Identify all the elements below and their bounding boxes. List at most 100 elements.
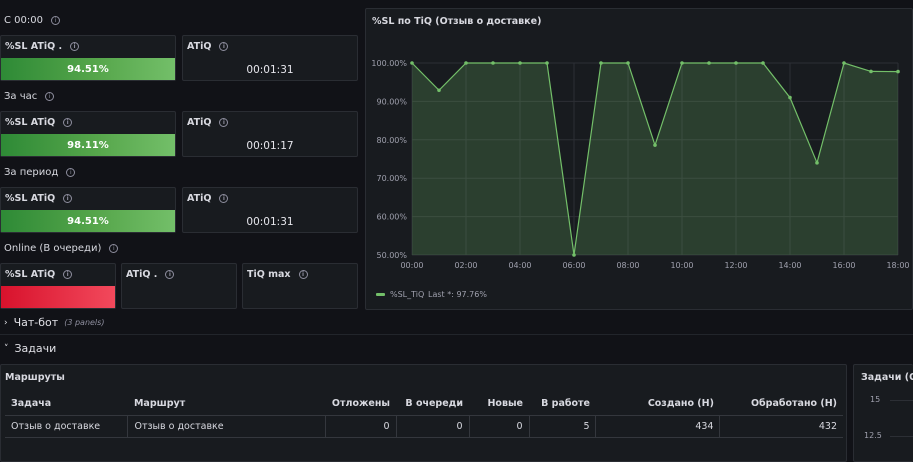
table-row[interactable]: Отзыв о доставке Отзыв о доставке 0 0 0 … bbox=[5, 415, 843, 438]
x-tick-label: 00:00 bbox=[400, 261, 423, 270]
sl-value-bar: 94.51% bbox=[1, 210, 175, 232]
panel-title: ATiQ .i bbox=[126, 269, 175, 280]
x-tick-label: 02:00 bbox=[454, 261, 477, 270]
data-point bbox=[815, 161, 819, 165]
data-point bbox=[599, 61, 603, 65]
atiq-value: 00:01:31 bbox=[246, 64, 294, 76]
grid-line bbox=[890, 436, 913, 437]
data-point bbox=[572, 253, 576, 257]
section-since-midnight: С 00:00 i bbox=[4, 15, 60, 26]
info-icon[interactable]: i bbox=[63, 118, 73, 127]
panel-title: ATiQ i bbox=[187, 193, 229, 204]
info-icon[interactable]: i bbox=[63, 270, 73, 279]
data-point bbox=[518, 61, 522, 65]
data-point bbox=[842, 61, 846, 65]
chevron-right-icon: › bbox=[4, 317, 8, 328]
column-header[interactable]: Отложены bbox=[325, 393, 397, 416]
info-icon[interactable]: i bbox=[70, 42, 80, 51]
info-icon[interactable]: i bbox=[298, 270, 308, 279]
legend-label: %SL_TiQ bbox=[390, 290, 424, 299]
tasks-side-panel[interactable]: Задачи (От 15 12.5 bbox=[853, 364, 913, 462]
table-header-row: Задача Маршрут Отложены В очереди Новые … bbox=[5, 393, 843, 416]
chevron-down-icon: ˅ bbox=[4, 343, 9, 354]
atiq-panel-today[interactable]: ATiQ i 00:01:31 bbox=[182, 35, 358, 81]
x-tick-label: 14:00 bbox=[778, 261, 801, 270]
section-title: С 00:00 bbox=[4, 15, 43, 26]
data-point bbox=[896, 69, 900, 74]
legend-last-value: Last *: 97.76% bbox=[428, 290, 487, 299]
row-title: Чат-бот bbox=[13, 316, 59, 329]
column-header[interactable]: Задача bbox=[5, 393, 128, 416]
y-tick-label: 12.5 bbox=[864, 431, 882, 440]
data-point bbox=[788, 95, 792, 100]
sl-atiq-panel-hour[interactable]: %SL ATiQ i 98.11% bbox=[0, 111, 176, 157]
atiq-value: 00:01:17 bbox=[246, 140, 294, 152]
row-title: Задачи bbox=[14, 342, 57, 355]
x-tick-label: 10:00 bbox=[670, 261, 693, 270]
column-header[interactable]: Создано (Н) bbox=[595, 393, 720, 416]
line-chart: 100.00% 90.00% 80.00% 70.00% 60.00% 50.00%00:… bbox=[371, 59, 909, 299]
panel-title: ATiQ i bbox=[187, 41, 229, 52]
sl-tiq-chart-panel[interactable]: %SL по TiQ (Отзыв о доставке) 100.00% 90.… bbox=[365, 8, 913, 310]
panel-title: Задачи (От bbox=[861, 372, 913, 383]
y-tick-label: 90.00% bbox=[376, 97, 407, 106]
sl-value-bar: 98.11% bbox=[1, 134, 175, 156]
atiq-panel-period[interactable]: ATiQ i 00:01:31 bbox=[182, 187, 358, 233]
x-tick-label: 16:00 bbox=[832, 261, 855, 270]
data-point bbox=[707, 61, 711, 65]
table-cell: 0 bbox=[396, 415, 470, 438]
data-point bbox=[869, 69, 873, 74]
info-icon[interactable]: i bbox=[109, 244, 119, 253]
atiq-value: 00:01:31 bbox=[246, 216, 294, 228]
info-icon[interactable]: i bbox=[219, 42, 229, 51]
y-tick-label: 100.00% bbox=[371, 59, 407, 68]
column-header[interactable]: Новые bbox=[469, 393, 529, 416]
row-panel-count: (3 panels) bbox=[64, 318, 105, 327]
sl-atiq-panel-online[interactable]: %SL ATiQ i bbox=[0, 263, 116, 309]
panel-title: %SL ATiQ i bbox=[5, 193, 73, 204]
info-icon[interactable]: i bbox=[219, 118, 229, 127]
column-header[interactable]: Обработано (Н) bbox=[719, 393, 843, 416]
section-hour: За час i bbox=[4, 91, 55, 102]
legend-swatch bbox=[376, 293, 385, 296]
data-point bbox=[626, 61, 630, 65]
atiq-panel-online[interactable]: ATiQ .i bbox=[121, 263, 237, 309]
table-cell: 0 bbox=[469, 415, 530, 438]
grid-line bbox=[890, 400, 913, 401]
info-icon[interactable]: i bbox=[165, 270, 175, 279]
panel-title: Маршруты bbox=[5, 372, 65, 383]
sl-atiq-panel-today[interactable]: %SL ATiQ .i 94.51% bbox=[0, 35, 176, 81]
y-tick-label: 80.00% bbox=[376, 136, 407, 145]
table-cell: 0 bbox=[325, 415, 397, 438]
section-title: Online (В очереди) bbox=[4, 243, 102, 254]
data-point bbox=[545, 61, 549, 65]
column-header[interactable]: Маршрут bbox=[127, 393, 326, 416]
panel-title: %SL ATiQ .i bbox=[5, 41, 80, 52]
info-icon[interactable]: i bbox=[63, 194, 73, 203]
tiq-max-panel-online[interactable]: TiQ max i bbox=[242, 263, 358, 309]
info-icon[interactable]: i bbox=[45, 92, 55, 101]
info-icon[interactable]: i bbox=[66, 168, 76, 177]
data-point bbox=[410, 61, 414, 65]
sl-atiq-panel-period[interactable]: %SL ATiQ i 94.51% bbox=[0, 187, 176, 233]
section-title: За час bbox=[4, 91, 38, 102]
x-tick-label: 18:00 bbox=[886, 261, 909, 270]
column-header[interactable]: В работе bbox=[529, 393, 596, 416]
row-chatbot[interactable]: › Чат-бот (3 panels) bbox=[4, 316, 104, 329]
table-cell: 434 bbox=[595, 415, 721, 438]
x-tick-label: 04:00 bbox=[508, 261, 531, 270]
routes-panel[interactable]: Маршруты Задача Маршрут Отложены В очере… bbox=[0, 364, 847, 462]
table-cell: Отзыв о доставке bbox=[127, 415, 327, 438]
sl-value-bar: 94.51% bbox=[1, 58, 175, 80]
data-point bbox=[680, 61, 684, 65]
panel-title: %SL ATiQ i bbox=[5, 117, 73, 128]
atiq-panel-hour[interactable]: ATiQ i 00:01:17 bbox=[182, 111, 358, 157]
section-online: Online (В очереди) i bbox=[4, 243, 119, 254]
info-icon[interactable]: i bbox=[50, 16, 60, 25]
row-tasks[interactable]: ˅ Задачи bbox=[4, 342, 56, 355]
column-header[interactable]: В очереди bbox=[396, 393, 470, 416]
table-cell: 5 bbox=[529, 415, 597, 438]
y-tick-label: 70.00% bbox=[376, 174, 407, 183]
info-icon[interactable]: i bbox=[219, 194, 229, 203]
table-cell: 432 bbox=[719, 415, 843, 438]
